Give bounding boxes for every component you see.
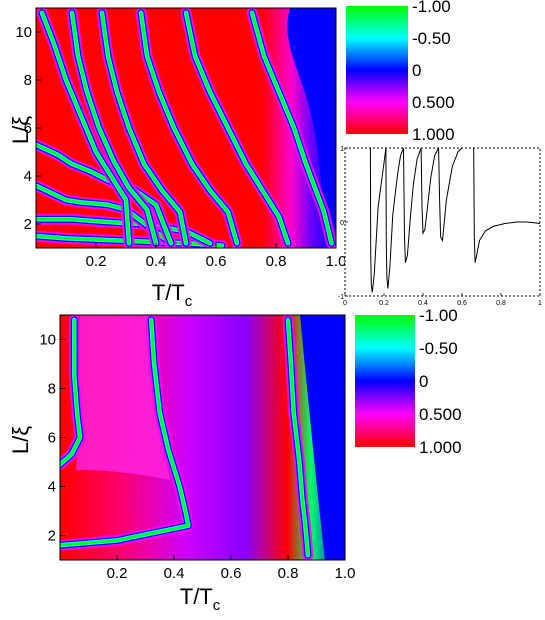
ytick-label-top-3: 8 <box>24 72 32 89</box>
colorbar-tick-bottom-0: -1.00 <box>419 306 458 325</box>
inset-ytick-label-2: 1 <box>340 146 344 153</box>
inset-series-4 <box>438 148 463 243</box>
inset-xtick-label-2: 0.4 <box>418 300 428 307</box>
ridge-top-7-layer-3 <box>139 11 239 245</box>
inset-ytick-label-0: -1 <box>338 294 344 301</box>
bottom-heatmap: 2 4 6 8 10 0.2 0.4 0.6 0.8 1.0 L/ξ T/Tc <box>8 314 355 614</box>
ytick-label-top-4: 10 <box>15 24 32 41</box>
xtick-label-top-0: 0.2 <box>86 253 107 270</box>
ridge-top-4-layer-3 <box>40 11 131 245</box>
bottom-xlabel: T/Tc <box>180 584 221 614</box>
ridge-top-5-layer-3 <box>70 11 158 245</box>
xtick-label-bottom-0: 0.2 <box>107 565 128 582</box>
xtick-label-bottom-4: 1.0 <box>335 565 356 582</box>
ridge-top-3-layer-3 <box>36 143 173 245</box>
ytick-label-bottom-4: 10 <box>39 332 56 349</box>
ridge-bottom-1-layer-3 <box>60 318 190 547</box>
ytick-label-bottom-1: 4 <box>48 479 56 496</box>
top-colorbar-ticks: -1.00 -0.50 0 0.500 1.000 <box>412 0 455 144</box>
inset-xtick-label-3: 0.6 <box>457 300 467 307</box>
inset-series-1 <box>385 148 404 289</box>
top-colorbar: -1.00 -0.50 0 0.500 1.000 <box>346 0 455 144</box>
top-ylabel: L/ξ <box>8 116 33 144</box>
colorbar-tick-top-0: -1.00 <box>412 0 451 16</box>
xtick-label-bottom-2: 0.6 <box>221 565 242 582</box>
colorbar-tick-bottom-2: 0 <box>419 372 428 391</box>
xtick-label-top-2: 0.6 <box>206 253 227 270</box>
inset-line-plot: 0 0.2 0.4 0.6 0.8 1-101 <box>338 146 542 307</box>
inset-ytick-label-1: 0 <box>340 220 344 227</box>
ridge-top-9-layer-3 <box>250 11 333 245</box>
inset-xtick-label-1: 0.2 <box>379 300 389 307</box>
bottom-xlabel-main: T/T <box>180 584 213 609</box>
ytick-label-bottom-0: 2 <box>48 528 56 545</box>
colorbar-tick-top-3: 0.500 <box>412 93 455 112</box>
bottom-axes: 2 4 6 8 10 0.2 0.4 0.6 0.8 1.0 <box>39 332 355 583</box>
colorbar-tick-bottom-3: 0.500 <box>419 405 462 424</box>
colorbar-tick-bottom-4: 1.000 <box>419 438 462 457</box>
top-ridges <box>36 8 336 248</box>
bottom-blue-region <box>300 315 345 560</box>
xtick-label-bottom-3: 0.8 <box>278 565 299 582</box>
ytick-label-bottom-3: 8 <box>48 381 56 398</box>
ytick-label-top-0: 2 <box>24 216 32 233</box>
inset-xtick-label-0: 0 <box>343 300 347 307</box>
ridge-bottom-2-layer-3 <box>286 318 310 557</box>
inset-lines <box>369 148 540 293</box>
colorbar-tick-top-2: 0 <box>412 61 421 80</box>
top-xlabel-sub: c <box>185 293 193 310</box>
ridge-bottom-0-layer-3 <box>60 318 82 466</box>
top-blue-region <box>287 8 336 248</box>
bottom-ridges <box>60 315 314 560</box>
inset-series-0 <box>369 148 387 293</box>
top-xlabel: T/Tc <box>152 280 193 310</box>
ridge-top-1-layer-3 <box>36 217 212 245</box>
inset-xtick-label-4: 0.8 <box>496 300 506 307</box>
top-xlabel-main: T/T <box>152 280 185 305</box>
xtick-label-bottom-1: 0.4 <box>164 565 185 582</box>
top-colorbar-gradient <box>346 6 408 134</box>
bottom-magenta-region <box>76 315 170 480</box>
bottom-colorbar-gradient <box>355 315 415 447</box>
ytick-label-top-1: 4 <box>24 168 32 185</box>
bottom-xlabel-sub: c <box>213 597 221 614</box>
inset-axes: 0 0.2 0.4 0.6 0.8 1-101 <box>338 146 542 307</box>
ridge-top-8-layer-3 <box>184 11 290 245</box>
inset-series-3 <box>420 148 440 236</box>
ytick-label-top-2: 6 <box>24 120 32 137</box>
colorbar-tick-bottom-1: -0.50 <box>419 339 458 358</box>
inset-series-2 <box>403 148 422 263</box>
bottom-ylabel: L/ξ <box>8 426 33 454</box>
colorbar-tick-top-4: 1.000 <box>412 125 455 144</box>
xtick-label-top-3: 0.8 <box>266 253 287 270</box>
inset-series-5 <box>473 148 540 263</box>
ridge-top-6-layer-3 <box>100 11 188 245</box>
bottom-colorbar: -1.00 -0.50 0 0.500 1.000 <box>355 306 462 457</box>
xtick-label-top-1: 0.4 <box>146 253 167 270</box>
xtick-label-top-4: 1.0 <box>326 253 347 270</box>
inset-xtick-label-5: 1 <box>538 300 542 307</box>
colorbar-tick-top-1: -0.50 <box>412 29 451 48</box>
bottom-colorbar-ticks: -1.00 -0.50 0 0.500 1.000 <box>419 306 462 457</box>
ytick-label-bottom-2: 6 <box>48 430 56 447</box>
